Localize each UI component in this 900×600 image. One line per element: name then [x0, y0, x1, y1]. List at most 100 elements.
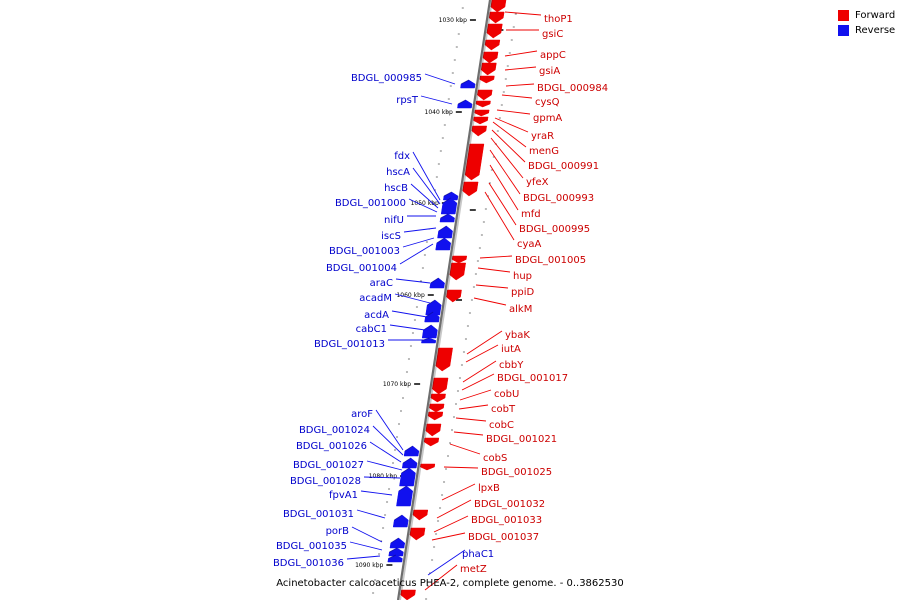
forward-gene-block — [490, 0, 507, 13]
reverse-gene-label: BDGL_001036 — [273, 558, 344, 569]
reverse-gene-label: acadM — [359, 293, 392, 304]
forward-leader — [492, 121, 527, 148]
reverse-gene-block — [387, 554, 403, 563]
reverse-gene-block-edge — [398, 485, 407, 492]
forward-leader — [433, 515, 469, 533]
reverse-gene-label: phaC1 — [462, 549, 494, 560]
reverse-gene-block — [439, 213, 455, 223]
reverse-leader — [403, 227, 437, 233]
forward-gene-label: cobU — [494, 389, 519, 400]
scale-tick-label: 1030 kbp — [439, 17, 467, 24]
forward-gene-block — [474, 109, 490, 117]
legend-reverse: Reverse — [838, 23, 895, 38]
backbone-shadow — [399, 0, 493, 600]
forward-leader — [504, 66, 537, 71]
forward-gene-label: yraR — [531, 131, 554, 142]
reverse-gene-block — [421, 337, 437, 344]
forward-gene-label: cbbY — [499, 360, 524, 371]
reverse-gene-block — [421, 324, 438, 339]
forward-leader — [436, 499, 472, 519]
reverse-gene-block-edge — [438, 225, 447, 232]
forward-gene-label: cyaA — [517, 239, 542, 250]
forward-gene-label: cobC — [489, 420, 514, 431]
forward-gene-block-edge — [428, 403, 431, 409]
reverse-gene-label: BDGL_000985 — [351, 73, 422, 84]
reverse-gene-block — [435, 237, 452, 251]
forward-gene-block-edge — [490, 0, 493, 8]
forward-gene-label: alkM — [509, 304, 532, 315]
forward-gene-label: menG — [529, 146, 559, 157]
scale-tick-label: 1040 kbp — [425, 109, 453, 116]
forward-gene-label: BDGL_001032 — [474, 499, 545, 510]
forward-leader — [465, 344, 499, 363]
forward-gene-block — [484, 39, 501, 51]
forward-leader — [488, 182, 517, 226]
forward-leader — [501, 94, 533, 99]
forward-gene-label: gpmA — [533, 113, 562, 124]
forward-gene-block — [412, 509, 429, 521]
reverse-gene-block-edge — [430, 277, 439, 284]
forward-gene-block-edge — [435, 347, 440, 367]
reverse-leader — [427, 549, 466, 576]
reverse-leader — [366, 460, 403, 471]
forward-gene-block-edge — [423, 437, 426, 443]
reverse-leader — [351, 526, 383, 543]
scale-ticks: 1030 kbp 1040 kbp 1050 kbp 1060 kbp 1070 kbp… — [355, 7, 517, 600]
forward-leader — [496, 109, 531, 115]
forward-gene-block-edge — [451, 255, 454, 260]
forward-gene-block — [486, 23, 503, 39]
forward-gene-label: BDGL_001017 — [497, 373, 568, 384]
reverse-gene-label: rpsT — [396, 95, 419, 106]
forward-gene-block-edge — [482, 51, 485, 59]
reverse-leader — [395, 278, 431, 284]
reverse-gene-block — [437, 225, 453, 239]
reverse-genes — [387, 79, 476, 563]
forward-leader — [459, 389, 492, 401]
forward-leader — [504, 11, 542, 16]
reverse-leader — [412, 151, 441, 201]
forward-gene-block — [423, 437, 440, 447]
forward-leader — [491, 129, 526, 163]
reverse-gene-block — [424, 311, 440, 323]
reverse-gene-label: BDGL_001024 — [299, 425, 370, 436]
forward-leader — [441, 483, 476, 501]
forward-gene-label: lpxB — [478, 483, 500, 494]
forward-leader — [490, 137, 524, 179]
reverse-gene-block-edge — [436, 237, 445, 244]
reverse-gene-label: hscB — [384, 183, 408, 194]
forward-gene-block — [481, 62, 497, 76]
forward-gene-label: mfd — [521, 209, 541, 220]
forward-gene-block-edge — [430, 393, 433, 399]
reverse-leader — [369, 441, 402, 463]
forward-gene-block — [473, 116, 489, 125]
reverse-gene-label: BDGL_001003 — [329, 246, 400, 257]
reverse-gene-label: fdx — [394, 151, 410, 162]
reverse-gene-block-edge — [442, 197, 451, 204]
forward-gene-block-edge — [409, 527, 412, 536]
forward-gene-block-edge — [412, 509, 415, 516]
reverse-gene-block-edge — [457, 99, 466, 105]
reverse-leader — [391, 310, 428, 318]
forward-gene-label: cobT — [491, 404, 516, 415]
legend-forward-label: Forward — [855, 10, 896, 21]
forward-gene-block — [432, 377, 449, 395]
forward-gene-block — [482, 51, 499, 64]
scale-tick-label: 1070 kbp — [383, 381, 411, 388]
forward-leader — [479, 255, 513, 259]
reverse-gene-block-edge — [394, 514, 403, 521]
reverse-gene-label: aroF — [351, 409, 373, 420]
legend-forward: Forward — [838, 8, 895, 23]
reverse-leader — [394, 293, 431, 304]
reverse-gene-block — [440, 197, 458, 215]
reverse-gene-block-edge — [421, 337, 430, 341]
forward-gene-block — [427, 411, 444, 421]
reverse-leader — [399, 243, 434, 265]
forward-gene-label: ybaK — [505, 330, 530, 341]
forward-leader — [489, 164, 519, 211]
forward-gene-block-edge — [427, 411, 430, 417]
forward-gene-label: BDGL_001033 — [471, 515, 542, 526]
reverse-gene-label: porB — [326, 526, 350, 537]
reverse-gene-block-edge — [404, 445, 413, 452]
forward-leader — [461, 373, 495, 391]
